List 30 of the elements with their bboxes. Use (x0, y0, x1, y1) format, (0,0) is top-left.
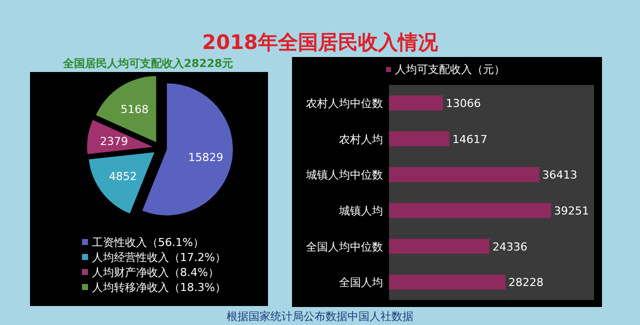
legend-label: 人均财产净收入（8.4%） (92, 266, 219, 279)
bar (389, 202, 551, 218)
legend-label: 人均可支配收入（元） (395, 63, 505, 76)
bar (389, 95, 443, 110)
bar (389, 131, 450, 146)
bar (389, 167, 540, 182)
chart-subtitle: 全国居民人均可支配收入28228元 (62, 57, 234, 70)
y-tick-label: 城镇人均 (338, 204, 383, 218)
data-label: 5168 (120, 102, 149, 116)
bar (389, 274, 506, 290)
text: 2018年全国居民收入情况 (202, 30, 439, 54)
data-label: 4852 (108, 170, 137, 184)
data-label: 13066 (446, 96, 481, 110)
y-tick-label: 城镇人均中位数 (305, 168, 383, 182)
data-label: 28228 (508, 276, 544, 290)
data-label: 14617 (452, 132, 488, 146)
bar (389, 238, 490, 254)
text: 根据国家统计局公布数据中国人社数据 (226, 310, 414, 323)
y-tick-label: 农村人均中位数 (306, 96, 383, 110)
legend-label: 人均转移净收入（18.3%） (92, 281, 226, 294)
y-tick-label: 农村人均 (339, 132, 383, 146)
data-label: 2379 (100, 134, 128, 148)
data-label: 39251 (554, 204, 589, 218)
data-label: 24336 (492, 240, 528, 254)
legend-label: 人均经营性收入（17.2%） (92, 251, 226, 264)
legend-label: 工资性收入（56.1%） (92, 236, 204, 249)
y-tick-label: 全国人均中位数 (306, 240, 383, 254)
y-tick-label: 全国人均 (339, 276, 383, 290)
data-label: 36413 (542, 168, 578, 182)
data-label: 15829 (188, 150, 224, 164)
